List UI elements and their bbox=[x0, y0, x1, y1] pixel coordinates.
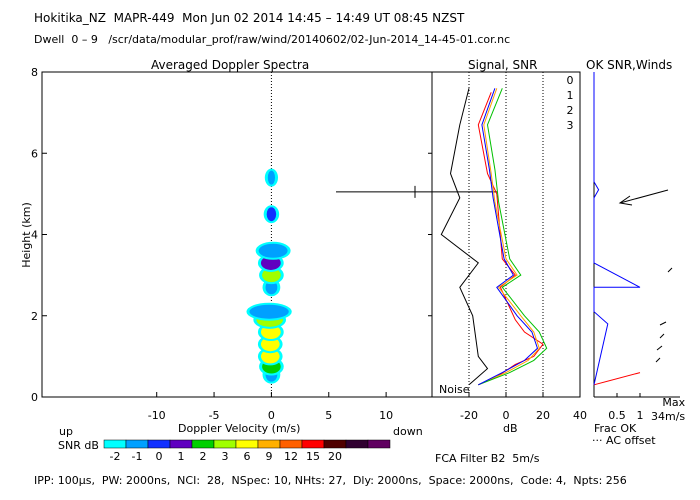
wind-small-arrow bbox=[659, 321, 667, 326]
colorbar-swatch bbox=[147, 439, 171, 449]
colorbar-level-label: 9 bbox=[266, 450, 273, 463]
frac-ok-label: Frac OK bbox=[594, 422, 637, 435]
colorbar-level-label: 6 bbox=[244, 450, 251, 463]
beam-label: 3 bbox=[567, 119, 574, 132]
colorbar-swatch bbox=[169, 439, 193, 449]
up-label: up bbox=[59, 425, 73, 438]
colorbar-swatch bbox=[279, 439, 303, 449]
footer-params: IPP: 100μs, PW: 2000ns, NCI: 28, NSpec: … bbox=[34, 474, 627, 487]
x-tick-label: 10 bbox=[379, 409, 393, 422]
colorbar-swatch bbox=[257, 439, 281, 449]
signal-x-tick-label: 20 bbox=[536, 409, 550, 422]
signal-x-tick-label: 40 bbox=[573, 409, 587, 422]
x-axis-label: Doppler Velocity (m/s) bbox=[178, 422, 301, 435]
signal-series-line bbox=[478, 88, 548, 386]
spectra-blob bbox=[260, 337, 280, 352]
colorbar-level-label: 3 bbox=[222, 450, 229, 463]
colorbar-level-label: 0 bbox=[156, 450, 163, 463]
wind-small-arrow bbox=[656, 345, 663, 351]
spectra-blob bbox=[267, 170, 276, 185]
signal-series-line bbox=[478, 88, 540, 386]
winds-x-tick-label: 1 bbox=[637, 409, 644, 422]
wind-small-arrow bbox=[655, 357, 661, 363]
colorbar-level-label: -1 bbox=[132, 450, 143, 463]
x-tick-label: 5 bbox=[325, 409, 332, 422]
wind-small-arrow bbox=[659, 333, 665, 339]
spectra-blob bbox=[260, 349, 280, 364]
colorbar-swatch bbox=[125, 439, 149, 449]
colorbar-level-label: 1 bbox=[178, 450, 185, 463]
filter-label: FCA Filter B2 5m/s bbox=[435, 452, 540, 465]
colorbar-level-label: 12 bbox=[284, 450, 298, 463]
noise-label: Noise bbox=[439, 383, 470, 396]
dwell-path: Dwell 0 – 9 /scr/data/modular_prof/raw/w… bbox=[34, 33, 511, 46]
winds-frac-line bbox=[593, 72, 641, 385]
x-tick-label: -5 bbox=[209, 409, 220, 422]
ac-offset-label: ··· AC offset bbox=[592, 434, 656, 447]
colorbar-level-label: 15 bbox=[306, 450, 320, 463]
winds-title: OK SNR,Winds bbox=[586, 58, 673, 72]
spectra-blob bbox=[262, 268, 281, 283]
signal-series-line bbox=[440, 88, 489, 386]
y-tick-label: 0 bbox=[31, 391, 38, 404]
colorbar-swatch bbox=[301, 439, 325, 449]
y-tick-label: 6 bbox=[31, 147, 38, 160]
colorbar-swatch bbox=[235, 439, 259, 449]
x-tick-label: -10 bbox=[148, 409, 166, 422]
signal-x-tick-label: -20 bbox=[460, 409, 478, 422]
colorbar-level-label: 20 bbox=[328, 450, 342, 463]
y-axis-label: Height (km) bbox=[20, 202, 33, 268]
spectra-blob bbox=[258, 243, 288, 258]
db-label: dB bbox=[503, 422, 518, 435]
beam-label: 2 bbox=[567, 104, 574, 117]
chart-title: Hokitika_NZ MAPR-449 Mon Jun 02 2014 14:… bbox=[34, 11, 465, 25]
wind-arrow-head bbox=[618, 195, 633, 206]
colorbar-level-label: 2 bbox=[200, 450, 207, 463]
colorbar-label: SNR dB bbox=[58, 439, 99, 452]
spectra-blob bbox=[266, 207, 277, 222]
winds-x-tick-label: 0.5 bbox=[608, 409, 626, 422]
colorbar-swatch bbox=[367, 439, 391, 449]
beam-label: 1 bbox=[567, 89, 574, 102]
x-tick-label: 0 bbox=[268, 409, 275, 422]
wind-small-arrow bbox=[667, 267, 673, 273]
signal-x-tick-label: 0 bbox=[503, 409, 510, 422]
colorbar-swatch bbox=[103, 439, 127, 449]
spectra-title: Averaged Doppler Spectra bbox=[151, 58, 310, 72]
signal-title: Signal, SNR bbox=[468, 58, 538, 72]
spectra-blob bbox=[249, 304, 289, 319]
y-tick-label: 2 bbox=[31, 310, 38, 323]
beam-label: 0 bbox=[567, 74, 574, 87]
y-tick-label: 8 bbox=[31, 66, 38, 79]
colorbar-swatch bbox=[213, 439, 237, 449]
colorbar-swatch bbox=[323, 439, 347, 449]
signal-series-line bbox=[478, 88, 539, 386]
signal-series-line bbox=[477, 92, 544, 386]
y-tick-label: 4 bbox=[31, 229, 38, 242]
colorbar-swatch bbox=[345, 439, 369, 449]
colorbar-swatch bbox=[191, 439, 215, 449]
spectra-frame bbox=[41, 71, 433, 398]
wind-arrow bbox=[619, 189, 669, 204]
down-label: down bbox=[393, 425, 423, 438]
winds-frac-line bbox=[593, 372, 641, 386]
colorbar-level-label: -2 bbox=[110, 450, 121, 463]
wind-max-label: Max 34m/s bbox=[651, 396, 686, 423]
